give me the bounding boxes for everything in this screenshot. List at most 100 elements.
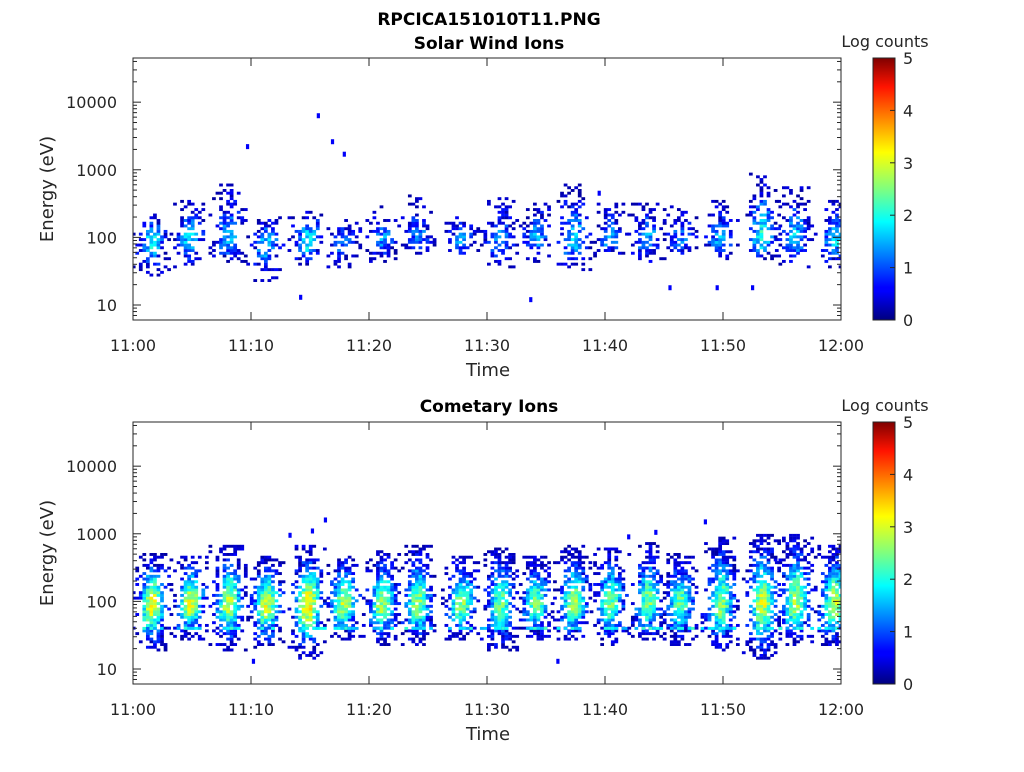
heatmap-cell: [250, 602, 254, 605]
heatmap-cell: [722, 586, 726, 589]
heatmap-cell: [230, 602, 234, 605]
heatmap-cell: [666, 233, 670, 236]
heatmap-cell: [537, 608, 541, 611]
heatmap-cell: [233, 249, 237, 252]
heatmap-cell: [253, 241, 257, 244]
heatmap-cell: [756, 255, 760, 258]
heatmap-cell: [529, 297, 532, 302]
heatmap-cell: [786, 233, 790, 236]
heatmap-cell: [312, 599, 316, 602]
heatmap-cell: [153, 214, 157, 217]
heatmap-cell: [459, 597, 463, 600]
heatmap-cell: [760, 214, 764, 217]
heatmap-cell: [344, 227, 348, 230]
heatmap-cell: [302, 561, 306, 564]
heatmap-cell: [540, 230, 544, 233]
heatmap-cell: [581, 621, 585, 624]
heatmap-cell: [462, 619, 466, 622]
heatmap-cell: [533, 616, 537, 619]
heatmap-cell: [233, 613, 237, 616]
heatmap-cell: [533, 564, 537, 567]
heatmap-cell: [291, 640, 295, 643]
heatmap-cell: [756, 208, 760, 211]
heatmap-cell: [180, 635, 184, 638]
heatmap-cell: [448, 230, 452, 233]
heatmap-cell: [153, 646, 157, 649]
heatmap-cell: [670, 635, 674, 638]
heatmap-cell: [373, 594, 377, 597]
heatmap-cell: [448, 635, 452, 638]
heatmap-cell: [688, 608, 692, 611]
heatmap-cell: [264, 638, 268, 641]
heatmap-cell: [319, 627, 323, 630]
heatmap-cell: [448, 597, 452, 600]
heatmap-cell: [383, 219, 387, 222]
heatmap-cell: [487, 222, 491, 225]
heatmap-cell: [455, 613, 459, 616]
heatmap-cell: [533, 591, 537, 594]
heatmap-cell: [408, 599, 412, 602]
heatmap-cell: [607, 599, 611, 602]
heatmap-cell: [711, 235, 715, 238]
heatmap-cell: [770, 627, 774, 630]
heatmap-cell: [422, 578, 426, 581]
heatmap-cell: [452, 224, 456, 227]
heatmap-cell: [501, 632, 505, 635]
heatmap-cell: [715, 627, 719, 630]
heatmap-cell: [777, 616, 781, 619]
heatmap-cell: [677, 569, 681, 572]
heatmap-cell: [512, 265, 516, 268]
heatmap-cell: [567, 569, 571, 572]
heatmap-cell: [533, 227, 537, 230]
heatmap-cell: [557, 610, 561, 613]
heatmap-cell: [756, 591, 760, 594]
heatmap-cell: [351, 586, 355, 589]
heatmap-cell: [233, 643, 237, 646]
heatmap-cell: [807, 567, 811, 570]
heatmap-cell: [365, 561, 369, 564]
heatmap-cell: [387, 591, 391, 594]
heatmap-cell: [656, 608, 660, 611]
heatmap-cell: [635, 608, 639, 611]
heatmap-cell: [793, 583, 797, 586]
heatmap-cell: [191, 246, 195, 249]
heatmap-cell: [832, 629, 836, 632]
heatmap-cell: [157, 591, 161, 594]
heatmap-cell: [153, 588, 157, 591]
heatmap-cell: [278, 564, 282, 567]
heatmap-cell: [828, 257, 832, 260]
heatmap-cell: [230, 194, 234, 197]
heatmap-cell: [832, 222, 836, 225]
heatmap-cell: [529, 575, 533, 578]
heatmap-cell: [688, 233, 692, 236]
heatmap-cell: [614, 594, 618, 597]
heatmap-cell: [194, 591, 198, 594]
heatmap-cell: [268, 608, 272, 611]
heatmap-cell: [708, 567, 712, 570]
heatmap-cell: [695, 230, 699, 233]
heatmap-cell: [649, 542, 653, 545]
heatmap-cell: [763, 539, 767, 542]
heatmap-cell: [268, 235, 272, 238]
heatmap-cell: [522, 627, 526, 630]
heatmap-cell: [260, 257, 264, 260]
heatmap-cell: [618, 572, 622, 575]
heatmap-cell: [233, 222, 237, 225]
heatmap-cell: [387, 219, 391, 222]
heatmap-cell: [483, 233, 487, 236]
heatmap-cell: [677, 640, 681, 643]
heatmap-cell: [223, 567, 227, 570]
heatmap-cell: [849, 627, 853, 630]
heatmap-cell: [832, 556, 836, 559]
heatmap-cell: [846, 227, 850, 230]
heatmap-cell: [718, 561, 722, 564]
heatmap-cell: [767, 534, 771, 537]
heatmap-cell: [233, 635, 237, 638]
heatmap-cell: [498, 556, 502, 559]
heatmap-cell: [774, 222, 778, 225]
heatmap-cell: [681, 222, 685, 225]
heatmap-cell: [233, 578, 237, 581]
heatmap-cell: [729, 233, 733, 236]
heatmap-cell: [415, 235, 419, 238]
